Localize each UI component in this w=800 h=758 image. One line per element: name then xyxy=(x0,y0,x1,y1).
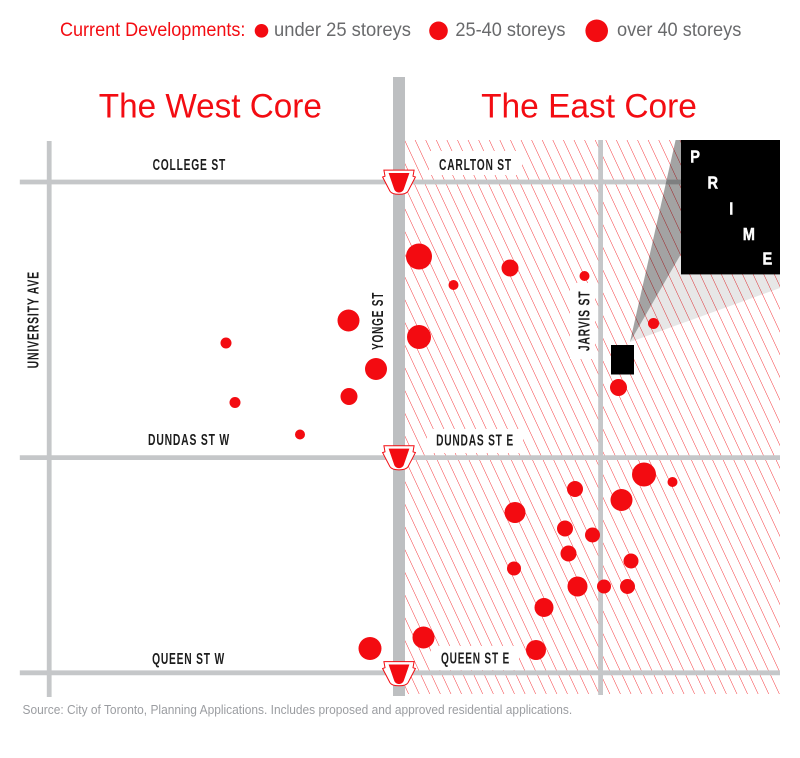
svg-text:E: E xyxy=(763,250,773,268)
svg-text:Current Developments:: Current Developments: xyxy=(60,19,245,41)
svg-text:The East Core: The East Core xyxy=(481,87,697,125)
svg-text:QUEEN ST W: QUEEN ST W xyxy=(152,650,225,668)
svg-text:under 25 storeys: under 25 storeys xyxy=(274,19,411,40)
svg-text:R: R xyxy=(708,175,719,193)
svg-text:over 40 storeys: over 40 storeys xyxy=(617,19,741,40)
svg-text:CARLTON ST: CARLTON ST xyxy=(439,156,512,174)
svg-text:YONGE ST: YONGE ST xyxy=(369,292,387,350)
svg-text:P: P xyxy=(690,148,700,166)
svg-text:Source: City of Toronto, Plann: Source: City of Toronto, Planning Applic… xyxy=(23,703,573,717)
svg-text:The West Core: The West Core xyxy=(99,88,322,125)
svg-text:JARVIS ST: JARVIS ST xyxy=(575,291,593,352)
svg-text:25-40 storeys: 25-40 storeys xyxy=(455,19,565,40)
svg-text:I: I xyxy=(729,200,733,218)
svg-text:DUNDAS ST E: DUNDAS ST E xyxy=(436,431,514,449)
svg-text:COLLEGE ST: COLLEGE ST xyxy=(153,156,226,174)
svg-text:DUNDAS ST W: DUNDAS ST W xyxy=(148,431,230,449)
svg-text:M: M xyxy=(743,226,755,244)
svg-text:UNIVERSITY AVE: UNIVERSITY AVE xyxy=(24,271,42,368)
svg-text:QUEEN ST E: QUEEN ST E xyxy=(441,649,510,667)
